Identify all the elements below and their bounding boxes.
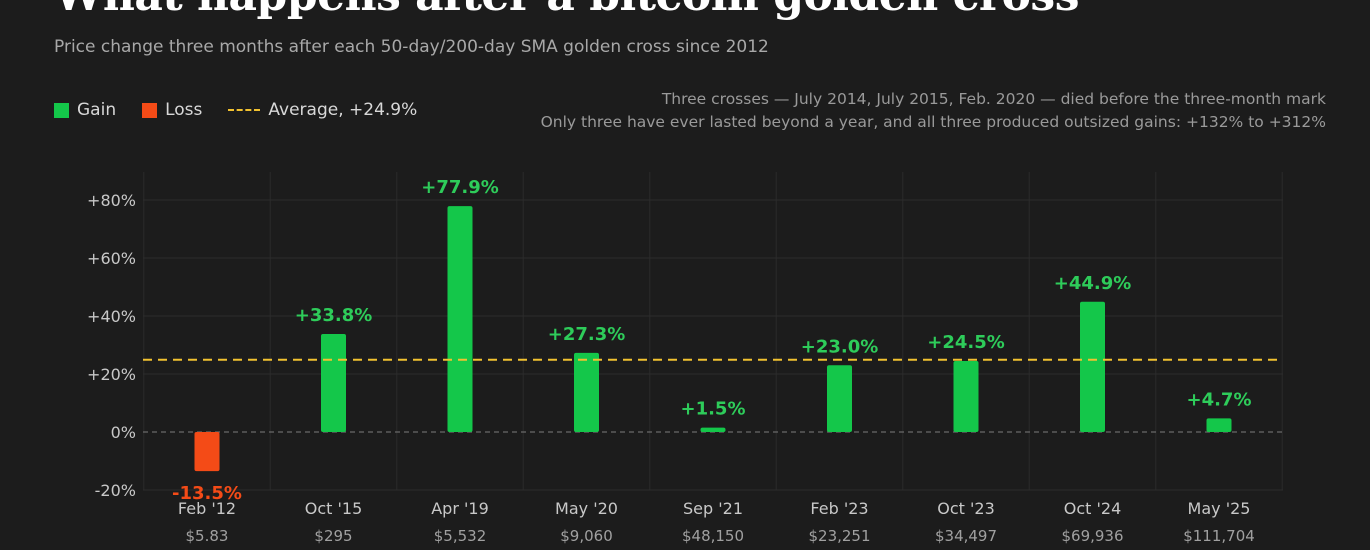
value-label: +23.0% [801, 336, 879, 357]
value-label: +44.9% [1054, 273, 1132, 294]
gain-swatch [54, 102, 69, 118]
price-label: $5.83 [186, 527, 229, 545]
legend-gain-label: Gain [77, 100, 117, 120]
bar-gain [700, 427, 726, 432]
note-line-2: Only three have ever lasted beyond a yea… [540, 113, 1326, 131]
price-label: $9,060 [560, 527, 613, 545]
y-tick-label: +60% [87, 249, 136, 268]
chart-subtitle: Price change three months after each 50-… [54, 37, 769, 57]
bar-gain [321, 333, 346, 432]
value-label: +77.9% [421, 177, 499, 198]
y-tick-label: +80% [87, 191, 136, 210]
average-line-swatch [228, 109, 261, 111]
y-tick-label: 0% [111, 423, 136, 442]
bar-gain [1206, 418, 1232, 432]
x-tick-label: Oct '24 [1064, 499, 1122, 518]
price-label: $69,936 [1061, 527, 1123, 545]
y-tick-label: +20% [87, 365, 136, 384]
legend: Gain Loss Average, +24.9% [54, 99, 443, 121]
bar-gain [447, 206, 473, 432]
price-label: $48,150 [682, 527, 744, 545]
legend-loss-label: Loss [165, 100, 203, 120]
legend-item-loss: Loss [142, 100, 202, 120]
x-tick-label: May '25 [1188, 499, 1251, 518]
legend-average-label: Average, +24.9% [268, 100, 418, 120]
y-tick-label: +40% [87, 307, 136, 326]
note-line-1: Three crosses — July 2014, July 2015, Fe… [661, 90, 1326, 108]
bar-loss [194, 432, 220, 472]
price-label: $34,497 [935, 527, 997, 545]
x-tick-label: Feb '12 [178, 499, 236, 518]
price-label: $23,251 [808, 527, 870, 545]
value-label: +27.3% [548, 324, 626, 345]
x-tick-label: Sep '21 [683, 499, 743, 518]
price-label: $295 [314, 527, 352, 545]
price-label: $111,704 [1183, 527, 1255, 545]
x-tick-label: Apr '19 [431, 499, 489, 518]
chart-title: What happens after a bitcoin golden cros… [54, 0, 1079, 21]
x-tick-label: May '20 [555, 499, 618, 518]
value-label: +4.7% [1186, 389, 1251, 410]
price-label: $5,532 [434, 527, 487, 545]
bar-gain [574, 352, 599, 432]
value-label: +33.8% [295, 305, 373, 326]
y-tick-label: -20% [95, 481, 136, 500]
x-tick-label: Feb '23 [810, 499, 868, 518]
chart-notes: Three crosses — July 2014, July 2015, Fe… [541, 88, 1326, 134]
value-label: +24.5% [927, 332, 1005, 353]
value-label: +1.5% [680, 399, 745, 420]
bar-gain [1080, 301, 1105, 432]
loss-swatch [142, 102, 158, 118]
bar-gain [953, 360, 979, 432]
legend-item-average: Average, +24.9% [228, 100, 417, 120]
x-tick-label: Oct '15 [305, 499, 363, 518]
value-label: -13.5% [172, 483, 242, 504]
x-tick-label: Oct '23 [937, 499, 995, 518]
legend-item-gain: Gain [54, 100, 116, 120]
bar-gain [827, 365, 852, 432]
